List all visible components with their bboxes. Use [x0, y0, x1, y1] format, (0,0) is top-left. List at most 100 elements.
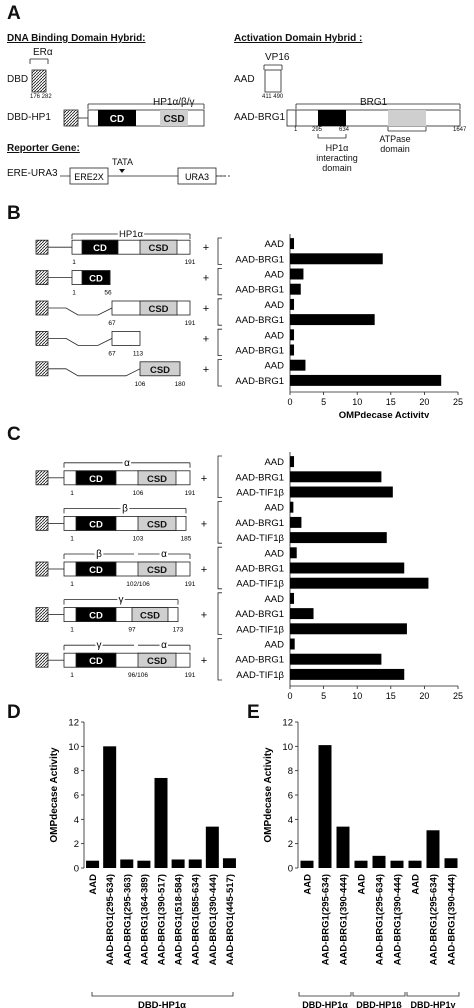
csd-domain-text: CSD [147, 474, 167, 485]
bar-category-label: AAD [264, 640, 284, 651]
cd-domain-text: CD [89, 611, 103, 622]
ura3-box-text: URA3 [185, 172, 209, 182]
residue-number: 97 [128, 627, 136, 634]
cd-domain [98, 110, 136, 126]
cd-domain-text: CD [89, 274, 103, 285]
dbd-hp1-hatched-box [63, 109, 79, 127]
residue-number: 96/106 [128, 672, 148, 679]
hp1-alpha-label: HP1α [119, 229, 143, 240]
panel-b-figure: AAD AAD-BRG1 AAD AAD-BRG1 AAD AAD-BRG1 AAD AAD-… [35, 228, 463, 418]
residue-number: 191 [185, 672, 196, 679]
residue-number: 1 [70, 627, 74, 634]
dbd-hatched-box [35, 239, 49, 255]
bar [290, 314, 375, 326]
group-bracket [352, 992, 406, 997]
residue-number: 1 [70, 672, 74, 679]
panel-b-letter: B [7, 203, 21, 224]
csd-domain [131, 607, 169, 623]
cd-domain-text: CD [93, 243, 107, 254]
bar [354, 860, 368, 868]
bar [290, 623, 407, 635]
bar-category-label: AAD-BRG1(390-517) [157, 874, 168, 965]
group-label: DBD-HP1α [302, 1000, 348, 1008]
hp1-isoform-label: HP1α/β/γ [153, 97, 195, 108]
bar [290, 253, 383, 265]
cd-domain-text: CD [89, 656, 103, 667]
cd-domain [75, 516, 117, 531]
cd-domain [75, 652, 117, 668]
bar-category-label: AAD-BRG1 [235, 285, 284, 296]
csd-text: CSD [163, 114, 184, 125]
bar-category-label: AAD-TIF1β [236, 670, 284, 681]
bar [290, 501, 294, 513]
residue-number: 191 [185, 490, 196, 497]
bar [336, 826, 350, 868]
group-bracket [217, 455, 222, 498]
dbd-hatched-box [35, 470, 49, 486]
x-tick-label: 5 [321, 691, 326, 700]
y-tick-label: 12 [68, 718, 79, 729]
bar-category-label: AAD-BRG1 [235, 518, 284, 529]
residue-number: 1 [72, 259, 76, 266]
residue-number: 191 [185, 581, 196, 588]
y-tick-label: 2 [74, 839, 79, 850]
isoform-label: β [96, 549, 102, 560]
hp1-interacting-line1: HP1α [325, 143, 349, 153]
bar-category-label: AAD-BRG1(295-634) [105, 874, 116, 965]
csd-domain-text: CSD [148, 243, 168, 254]
csd-domain-text: CSD [150, 365, 170, 376]
csd-domain-text: CSD [148, 304, 168, 315]
bar [290, 562, 405, 574]
bar-category-label: AAD [88, 874, 99, 895]
csd-domain [160, 110, 188, 126]
dbd-hatched-box [35, 652, 49, 668]
group-bracket [217, 268, 222, 296]
bar [390, 860, 404, 868]
bar [290, 638, 295, 650]
brg1-hp1-interacting-domain [318, 110, 346, 126]
reporter-gene-title: Reporter Gene: [7, 143, 80, 154]
bar-category-label: AAD [264, 503, 284, 514]
plus-sign: + [203, 333, 209, 345]
residue-number: 191 [185, 320, 196, 327]
brg1-label: BRG1 [360, 97, 388, 108]
bar [290, 486, 393, 498]
isoform-label: α [124, 458, 130, 469]
ere-box [69, 167, 109, 185]
bar [290, 344, 295, 356]
bar-category-label: AAD-BRG1(518-584) [174, 874, 185, 965]
vp16-label: VP16 [265, 52, 290, 63]
panel-c-figure: AAD AAD-BRG1 AAD-TIF1β AAD AAD-BRG1 AAD-TIF1β… [35, 452, 463, 700]
bar [290, 359, 306, 371]
brg1-atpase-domain [388, 110, 426, 126]
isoform-label: γ [119, 595, 124, 606]
tata-marker [119, 169, 125, 173]
bar-category-label: AAD [264, 548, 284, 559]
group-bracket [406, 992, 460, 997]
cd-domain [81, 270, 111, 285]
csd-domain [139, 361, 181, 377]
dbd-label: DBD [7, 74, 29, 85]
bar-category-label: AAD-BRG1(390-444) [393, 874, 404, 965]
csd-domain [139, 239, 178, 255]
cd-domain [75, 607, 117, 623]
dbd-hatched-box [35, 300, 49, 316]
x-tick-label: 0 [287, 691, 292, 700]
y-tick-label: 4 [74, 815, 79, 826]
group-bracket [298, 992, 352, 997]
er-residue-numbers: 176 282 [30, 94, 52, 100]
y-tick-label: 8 [288, 766, 293, 777]
bar [290, 374, 442, 386]
bar [318, 745, 332, 868]
group-label: DBD-HP1γ [410, 1000, 455, 1008]
csd-domain [137, 561, 177, 577]
bar [290, 268, 304, 280]
csd-domain [137, 652, 177, 668]
bar-category-label: AAD-TIF1β [236, 579, 284, 590]
bar [222, 858, 236, 868]
residue-number: 56 [104, 290, 112, 297]
atpase-domain-label: ATPase domain [375, 134, 415, 154]
bar-category-label: AAD-BRG1(295-634) [321, 874, 332, 965]
bar [86, 860, 100, 868]
cd-domain-text: CD [89, 474, 103, 485]
